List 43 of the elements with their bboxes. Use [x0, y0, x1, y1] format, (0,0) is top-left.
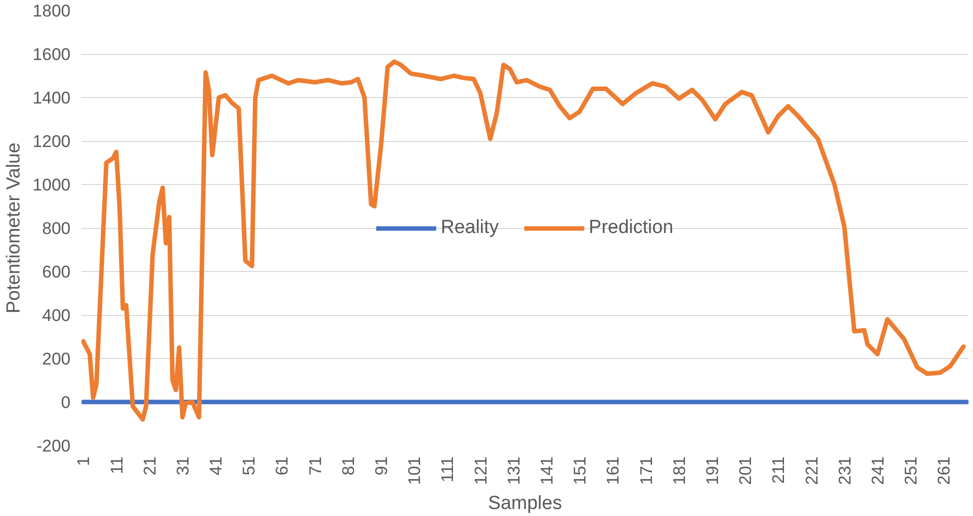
x-tick-label: 1	[74, 456, 94, 466]
x-tick-label: 251	[902, 456, 921, 485]
y-tick-label: 200	[42, 350, 71, 368]
x-tick-label: 81	[338, 456, 358, 476]
x-tick-label: 11	[107, 456, 126, 474]
line-series	[82, 59, 966, 422]
x-tick-label: 241	[868, 456, 888, 485]
x-tick-label: 231	[835, 456, 854, 485]
x-tick-label: 91	[372, 456, 392, 476]
x-tick-label: 141	[538, 456, 557, 485]
x-tick-label: 21	[140, 456, 160, 476]
y-axis-title: Potentiometer Value	[4, 142, 25, 314]
y-tick-label: 1600	[32, 45, 71, 64]
x-tick-label: 121	[471, 456, 490, 485]
x-tick-label: 111	[438, 456, 458, 482]
y-tick-label: 1200	[32, 132, 71, 151]
y-tick-label: 1400	[32, 88, 71, 108]
x-tick-label: 151	[570, 456, 590, 485]
x-tick-label: 191	[703, 456, 722, 485]
y-tick-label: 1800	[32, 2, 71, 20]
y-tick-label: 1000	[32, 176, 71, 194]
x-tick-label: 161	[604, 456, 623, 485]
x-tick-label: 211	[769, 456, 788, 484]
x-tick-label: 221	[802, 456, 822, 485]
y-tick-label: 0	[61, 393, 71, 412]
legend-label: Reality	[440, 216, 499, 238]
x-tick-label: 131	[504, 456, 524, 485]
x-tick-label: 171	[636, 456, 656, 485]
legend-label: Prediction	[588, 216, 674, 238]
x-tick-label: 51	[240, 456, 259, 476]
y-tick-label: 400	[42, 306, 71, 325]
y-tick-label: -200	[36, 436, 71, 456]
y-tick-label: 800	[42, 219, 71, 238]
x-tick-label: 31	[173, 456, 192, 476]
x-tick-label: 261	[934, 456, 954, 485]
x-tick-label: 101	[405, 456, 424, 485]
x-tick-label: 181	[670, 456, 689, 485]
x-tick-label: 71	[306, 456, 325, 476]
y-tick-label: 600	[42, 262, 71, 282]
x-tick-label: 41	[206, 456, 226, 476]
x-axis-title: Samples	[488, 492, 562, 514]
x-tick-label: 201	[736, 456, 756, 485]
x-tick-label: 61	[272, 456, 292, 476]
